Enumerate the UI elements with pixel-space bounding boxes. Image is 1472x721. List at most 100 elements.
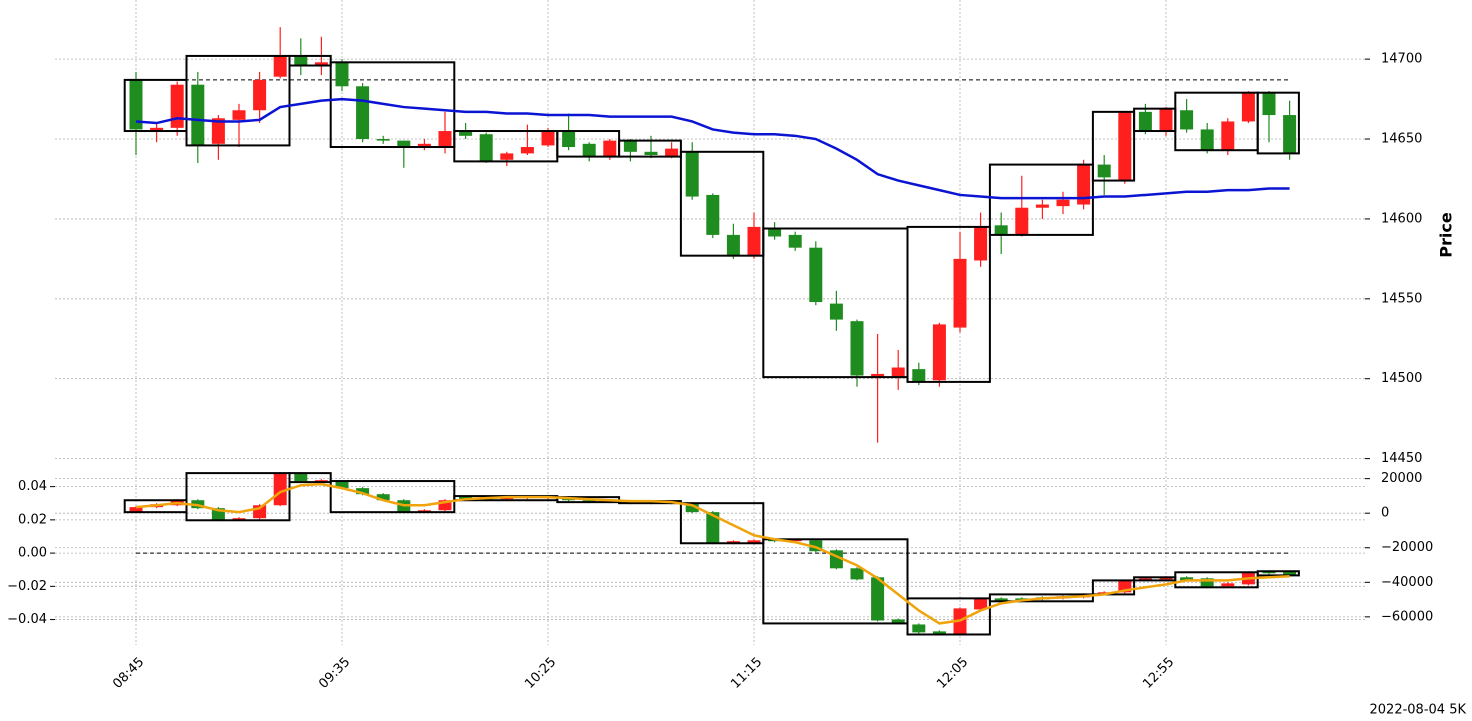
- x-tick-label: 09:35: [316, 655, 353, 692]
- candle-body: [994, 598, 1008, 602]
- candle-body: [1221, 121, 1235, 151]
- candle-body: [850, 321, 864, 376]
- y-tick-label: 0: [1381, 506, 1389, 521]
- y-tick-label: 14500: [1381, 371, 1422, 386]
- candle-body: [912, 624, 926, 633]
- candle-body: [500, 153, 514, 160]
- candle-body: [541, 131, 555, 146]
- candle-body: [1283, 115, 1297, 154]
- candle-body: [1159, 108, 1173, 132]
- range-box: [185, 472, 291, 522]
- y-tick-label: 14700: [1381, 52, 1422, 67]
- y-axis-label: Price: [1437, 212, 1456, 258]
- range-box: [618, 139, 682, 158]
- candle-body: [768, 228, 782, 237]
- x-tick-label: 12:05: [934, 655, 971, 692]
- candle-body: [170, 84, 184, 128]
- candle-body: [417, 143, 431, 148]
- candle-body: [1180, 577, 1194, 581]
- candle-body: [994, 225, 1008, 235]
- range-box: [906, 597, 991, 636]
- candle-body: [397, 140, 411, 148]
- y-tick-label: 0.00: [18, 546, 47, 561]
- range-box: [288, 54, 332, 67]
- candle-body: [1035, 204, 1049, 208]
- candle-body: [211, 118, 225, 144]
- candle-body: [438, 131, 452, 148]
- candle-body: [871, 577, 885, 621]
- y-tick-label: −60000: [1381, 609, 1433, 624]
- range-box: [679, 150, 765, 257]
- candle-body: [891, 367, 905, 378]
- y-tick-label: 20000: [1381, 471, 1422, 486]
- candle-body: [706, 194, 720, 235]
- range-box: [288, 472, 332, 484]
- candle-body: [335, 481, 349, 489]
- candle-body: [912, 369, 926, 382]
- candle-body: [1180, 110, 1194, 130]
- candle-body: [623, 140, 637, 152]
- y-tick-label: −0.02: [7, 579, 47, 594]
- candle-body: [850, 568, 864, 580]
- candle-body: [932, 324, 946, 381]
- candle-body: [726, 234, 740, 256]
- candle-body: [335, 62, 349, 87]
- candle-body: [191, 84, 205, 146]
- range-box: [762, 227, 909, 379]
- candle-body: [479, 134, 493, 162]
- candle-body: [1221, 583, 1235, 587]
- range-box: [1091, 579, 1136, 596]
- candle-body: [1262, 571, 1276, 574]
- x-tick-label: 12:55: [1140, 655, 1177, 692]
- range-box: [906, 225, 991, 383]
- candle-body: [685, 503, 699, 513]
- candle-body: [376, 494, 390, 501]
- candle-body: [438, 500, 452, 511]
- candle-body: [1056, 199, 1070, 207]
- x-tick-label: 11:15: [728, 655, 765, 692]
- range-box: [679, 502, 765, 545]
- range-box: [1174, 571, 1259, 589]
- candle-body: [1283, 571, 1297, 576]
- x-tick-label: 10:25: [522, 655, 559, 692]
- candle-body: [953, 258, 967, 328]
- candle-body: [809, 540, 823, 552]
- y-tick-label: 14650: [1381, 132, 1422, 147]
- candle-body: [974, 226, 988, 261]
- candle-body: [459, 496, 473, 500]
- candle-body: [356, 488, 370, 495]
- candle-body: [1159, 577, 1173, 580]
- candle-body: [562, 131, 576, 148]
- candle-body: [932, 631, 946, 635]
- candle-body: [974, 598, 988, 610]
- candle-body: [253, 79, 267, 111]
- candle-body: [314, 62, 328, 66]
- candle-body: [129, 507, 143, 513]
- moving-average-line: [135, 482, 1290, 625]
- candle-body: [129, 79, 143, 130]
- range-box: [1256, 91, 1300, 155]
- range-box: [185, 54, 291, 147]
- y-tick-label: 0.02: [18, 512, 47, 527]
- candle-body: [706, 512, 720, 544]
- candle-body: [459, 131, 473, 136]
- candle-body: [294, 473, 308, 482]
- x-tick-label: 08:45: [110, 655, 147, 692]
- candle-body: [1118, 111, 1132, 181]
- candle-body: [788, 234, 802, 248]
- candle-body: [871, 373, 885, 378]
- y-tick-label: 0.04: [18, 479, 47, 494]
- range-box: [1091, 110, 1136, 182]
- candle-body: [747, 226, 761, 256]
- y-tick-label: 14600: [1381, 211, 1422, 226]
- candle-body: [273, 55, 287, 77]
- candle-body: [603, 140, 617, 157]
- candle-body: [1200, 578, 1214, 588]
- y-tick-label: −0.04: [7, 612, 47, 627]
- candle-body: [520, 147, 534, 154]
- moving-average-line: [135, 97, 1290, 200]
- range-box: [988, 163, 1094, 236]
- candle-body: [1262, 92, 1276, 116]
- range-box: [762, 538, 909, 625]
